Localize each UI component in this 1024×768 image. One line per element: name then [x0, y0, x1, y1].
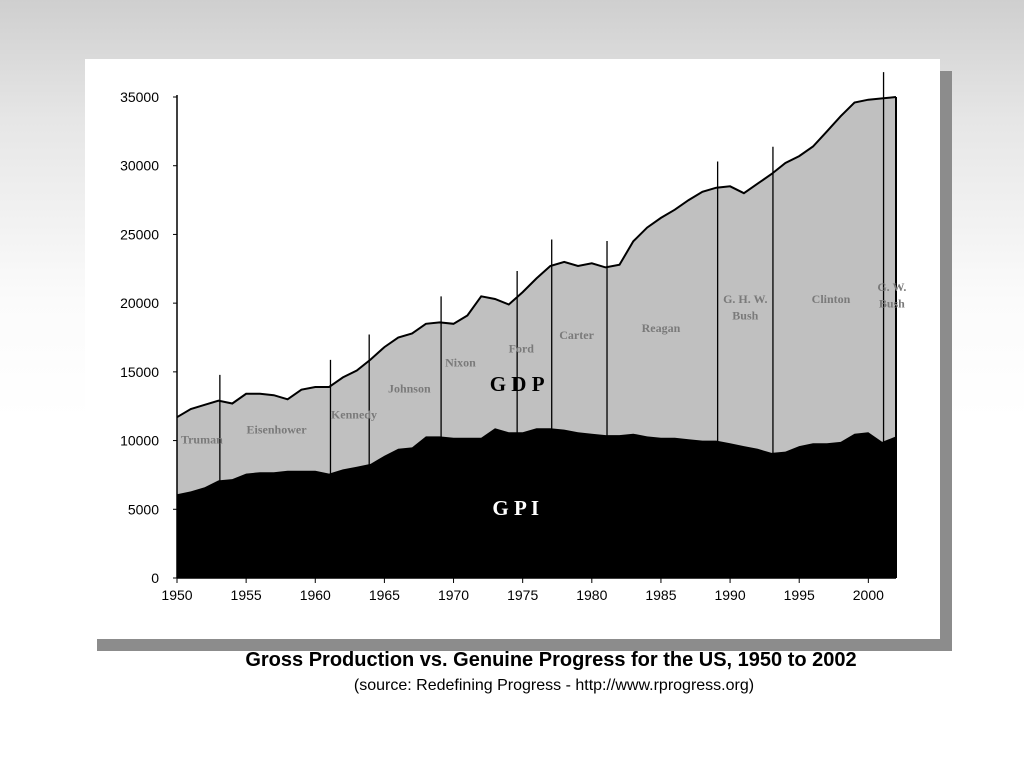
- y-tick-label-30000: 30000: [120, 158, 159, 174]
- era-label-11: G. W.: [877, 280, 906, 294]
- gpi-area: [177, 428, 896, 578]
- x-tick-label-1985: 1985: [645, 587, 676, 603]
- gdp-series-label: G D P: [490, 372, 545, 396]
- era-label-2: Kennedy: [331, 408, 377, 422]
- x-tick-label-2000: 2000: [853, 587, 884, 603]
- x-tick-label-1955: 1955: [231, 587, 262, 603]
- y-tick-label-20000: 20000: [120, 295, 159, 311]
- y-tick-label-25000: 25000: [120, 226, 159, 242]
- y-tick-label-15000: 15000: [120, 364, 159, 380]
- x-tick-label-1975: 1975: [507, 587, 538, 603]
- era-label-8: G. H. W.: [723, 292, 767, 306]
- era-label-12: Bush: [879, 296, 905, 310]
- era-label-10: Clinton: [812, 292, 851, 306]
- x-tick-label-1995: 1995: [784, 587, 815, 603]
- y-tick-label-10000: 10000: [120, 433, 159, 449]
- era-label-0: Truman: [181, 432, 223, 446]
- era-label-1: Eisenhower: [247, 423, 308, 437]
- era-label-5: Ford: [509, 342, 535, 356]
- x-tick-label-1960: 1960: [300, 587, 331, 603]
- y-tick-label-0: 0: [151, 570, 159, 586]
- era-label-9: Bush: [732, 309, 758, 323]
- x-tick-label-1950: 1950: [161, 587, 192, 603]
- x-tick-label-1965: 1965: [369, 587, 400, 603]
- x-tick-label-1990: 1990: [714, 587, 745, 603]
- chart-subtitle: (source: Redefining Progress - http://ww…: [353, 677, 755, 694]
- gdp-line: [176, 96, 897, 419]
- era-label-7: Reagan: [642, 321, 681, 335]
- gpi-series-label: G P I: [492, 496, 539, 520]
- y-tick-label-5000: 5000: [128, 501, 159, 517]
- era-label-3: Johnson: [388, 381, 431, 395]
- era-label-4: Nixon: [445, 355, 476, 369]
- x-tick-label-1980: 1980: [576, 587, 607, 603]
- era-label-6: Carter: [559, 328, 594, 342]
- y-tick-label-35000: 35000: [120, 89, 159, 105]
- chart-title: Gross Production vs. Genuine Progress fo…: [245, 649, 857, 671]
- x-tick-label-1970: 1970: [438, 587, 469, 603]
